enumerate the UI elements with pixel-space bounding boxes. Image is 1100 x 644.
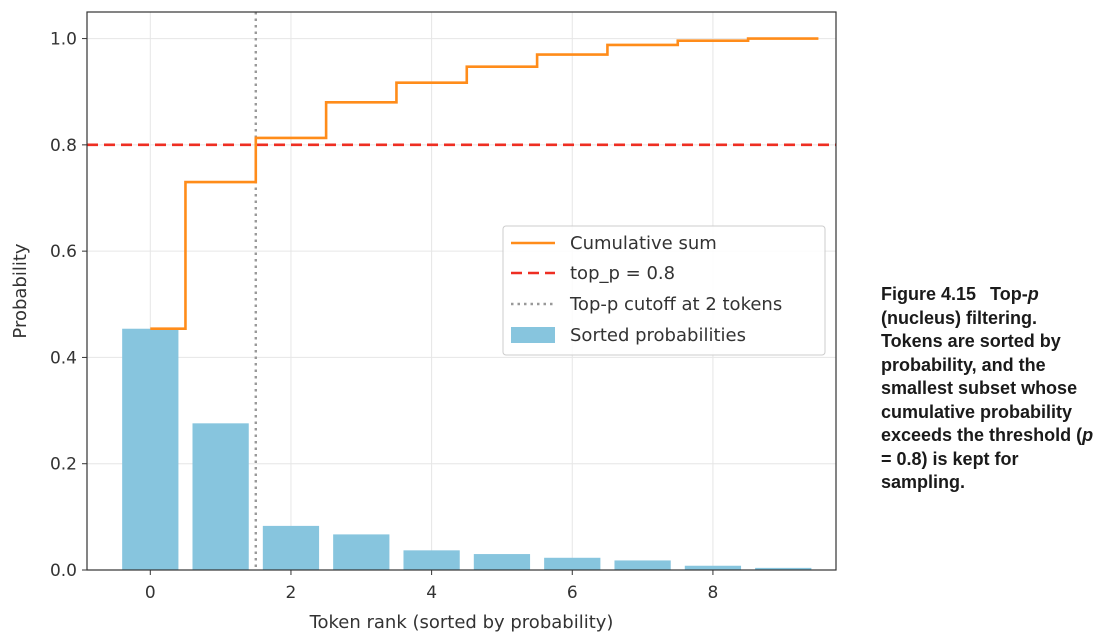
legend-label-threshold: top_p = 0.8 bbox=[570, 263, 675, 284]
axis-ticks: 0 2 4 6 8 0.0 0.2 0.4 0.6 0.8 1.0 bbox=[50, 30, 718, 603]
y-tick-label: 0.4 bbox=[50, 348, 77, 368]
legend-swatch-bars bbox=[511, 327, 555, 343]
y-tick-label: 1.0 bbox=[50, 30, 77, 50]
bar bbox=[333, 534, 390, 570]
x-tick-label: 2 bbox=[286, 583, 297, 603]
caption-p-1: p bbox=[1027, 284, 1039, 304]
bar bbox=[403, 550, 460, 570]
legend-box bbox=[502, 225, 826, 356]
bar bbox=[473, 554, 531, 570]
y-tick-label: 0.0 bbox=[50, 561, 77, 581]
lines bbox=[87, 12, 836, 570]
figure-caption: Figure 4.15 Top-p (nucleus) filtering. To… bbox=[881, 283, 1096, 495]
x-tick-label: 8 bbox=[708, 583, 719, 603]
x-tick-label: 0 bbox=[145, 583, 156, 603]
bar bbox=[544, 557, 601, 570]
x-axis-label: Token rank (sorted by probability) bbox=[309, 612, 614, 633]
y-tick-label: 0.2 bbox=[50, 455, 77, 475]
bar bbox=[684, 565, 742, 570]
caption-text-1: Top- bbox=[990, 284, 1028, 304]
caption-text-2: (nucleus) filtering. Tokens are sorted b… bbox=[881, 307, 1083, 446]
bar bbox=[262, 525, 320, 570]
bar bbox=[755, 567, 812, 570]
legend-label-cutoff: Top-p cutoff at 2 tokens bbox=[569, 294, 782, 315]
legend-label-cumulative: Cumulative sum bbox=[570, 233, 717, 254]
bars bbox=[122, 328, 812, 570]
caption-p-2: p bbox=[1082, 425, 1094, 445]
legend: Cumulative sum top_p = 0.8 Top-p cutoff … bbox=[502, 225, 826, 356]
x-tick-label: 6 bbox=[567, 583, 578, 603]
caption-text-3: = 0.8) is kept for sampling. bbox=[881, 448, 1019, 493]
y-tick-label: 0.6 bbox=[50, 242, 77, 262]
y-tick-label: 0.8 bbox=[50, 136, 77, 156]
bar bbox=[122, 328, 179, 570]
plot-frame bbox=[86, 11, 837, 571]
legend-label-bars: Sorted probabilities bbox=[570, 325, 746, 346]
cumulative-line bbox=[150, 37, 819, 331]
x-tick-label: 4 bbox=[426, 583, 437, 603]
bar bbox=[614, 560, 671, 570]
y-axis-label: Probability bbox=[10, 243, 31, 338]
bar bbox=[192, 423, 249, 570]
figure-label: Figure 4.15 bbox=[881, 284, 977, 304]
